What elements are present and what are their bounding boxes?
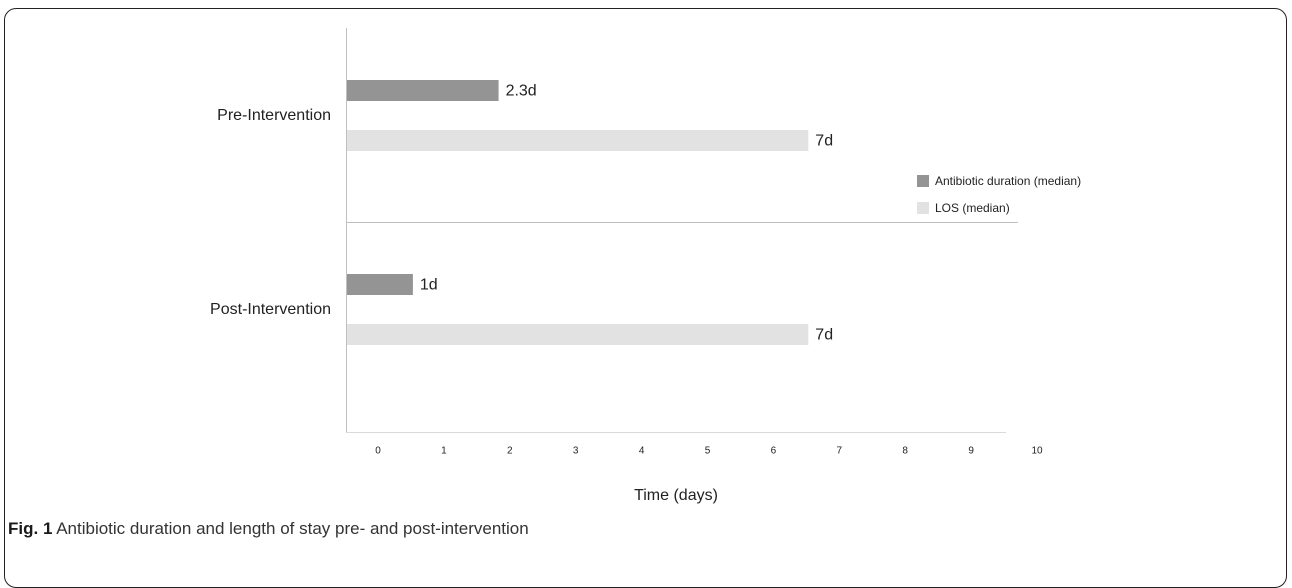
x-tick-label: 4 (639, 446, 645, 457)
bars-group (347, 80, 809, 345)
x-tick-label: 10 (1031, 446, 1043, 457)
x-tick-label: 8 (902, 446, 908, 457)
x-tick-label: 6 (771, 446, 777, 457)
x-tick-label: 5 (705, 446, 711, 457)
x-axis-title: Time (days) (634, 487, 718, 504)
legend-label: LOS (median) (935, 201, 1010, 215)
bar-labels-group: 2.3d 7d 1d 7d (420, 83, 833, 344)
legend-label: Antibiotic duration (median) (935, 174, 1081, 188)
bar (347, 274, 413, 295)
bar (347, 324, 809, 345)
legend-swatch (917, 202, 929, 214)
category-label: Pre-Intervention (217, 107, 331, 124)
x-tick-label: 1 (441, 446, 447, 457)
caption-label: Fig. 1 (8, 519, 53, 538)
x-tick-labels-group: 0 1 2 3 4 5 6 7 8 9 10 (375, 446, 1043, 457)
bar-data-label: 1d (420, 277, 438, 294)
x-tick-label: 2 (507, 446, 513, 457)
x-tick-label: 0 (375, 446, 381, 457)
caption-text: Antibiotic duration and length of stay p… (56, 519, 529, 538)
x-tick-label: 7 (837, 446, 843, 457)
x-tick-label: 9 (968, 446, 974, 457)
bar (347, 80, 499, 101)
legend: Antibiotic duration (median) LOS (median) (917, 174, 1081, 215)
category-labels-group: Pre-Intervention Post-Intervention (210, 107, 331, 318)
bar-chart: 2.3d 7d 1d 7d Pre-Intervention Post-Interven… (210, 28, 1081, 504)
figure-caption: Fig. 1 Antibiotic duration and length of… (8, 519, 529, 539)
bar-data-label: 7d (815, 133, 833, 150)
x-tick-label: 3 (573, 446, 579, 457)
chart-axes (346, 28, 1018, 433)
bar-data-label: 7d (815, 327, 833, 344)
legend-swatch (917, 175, 929, 187)
bar (347, 130, 809, 151)
bar-data-label: 2.3d (506, 83, 537, 100)
category-label: Post-Intervention (210, 301, 331, 318)
